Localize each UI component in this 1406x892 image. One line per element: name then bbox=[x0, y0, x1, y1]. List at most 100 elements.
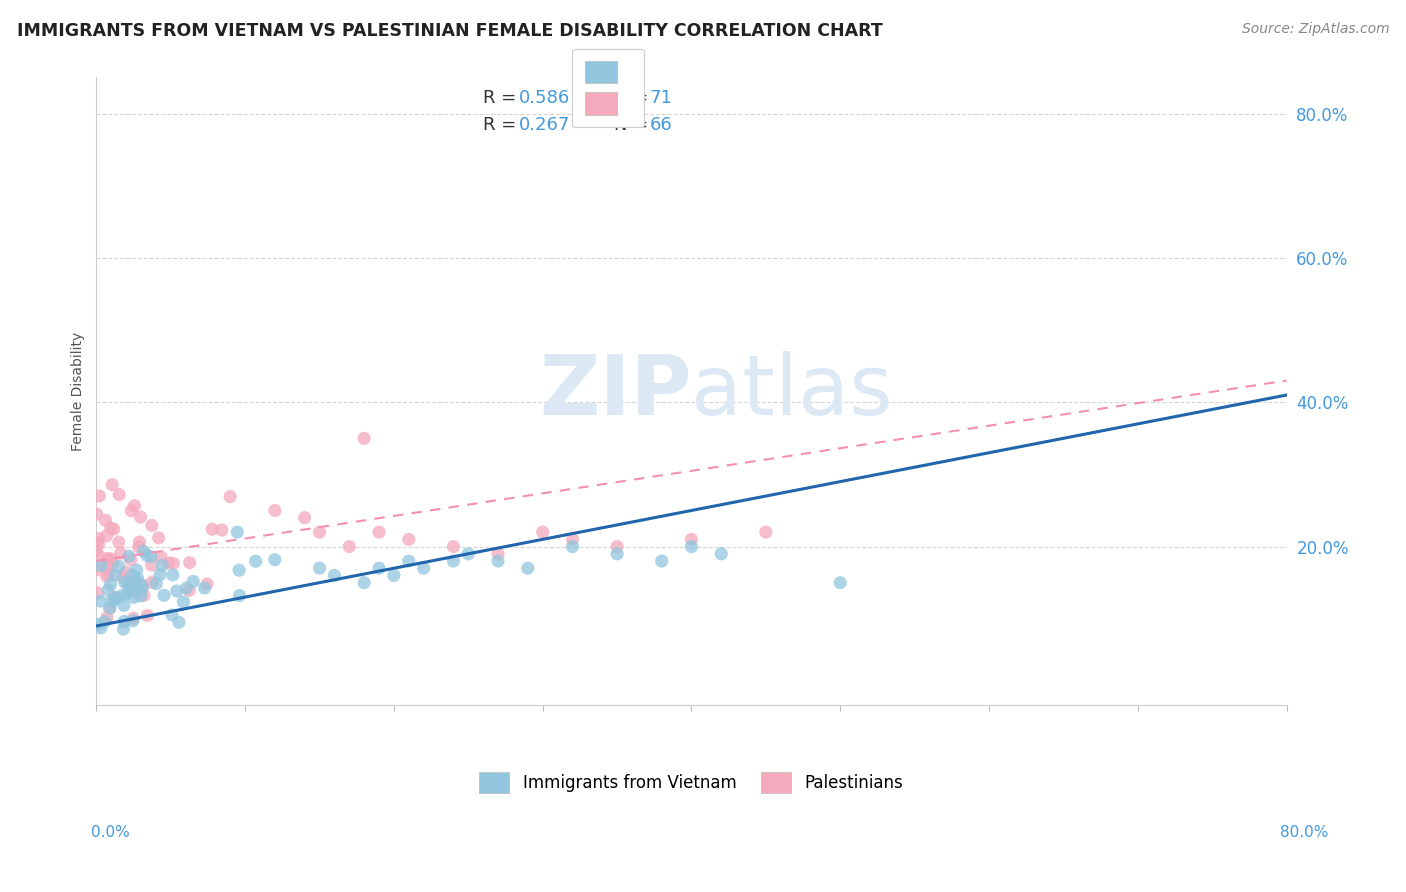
Point bbox=[96, 610, 118, 624]
Point bbox=[368, 561, 391, 575]
Point bbox=[96, 529, 118, 543]
Point bbox=[651, 554, 673, 568]
Point bbox=[128, 540, 150, 554]
Point bbox=[125, 563, 148, 577]
Point bbox=[486, 547, 509, 561]
Point bbox=[103, 522, 125, 536]
Point bbox=[531, 525, 554, 540]
Point bbox=[101, 477, 124, 491]
Text: N =: N = bbox=[614, 116, 654, 134]
Point bbox=[124, 573, 146, 587]
Point bbox=[89, 594, 111, 608]
Point bbox=[122, 591, 145, 605]
Point bbox=[710, 547, 733, 561]
Point bbox=[149, 567, 172, 582]
Point bbox=[94, 615, 117, 629]
Point bbox=[160, 607, 183, 622]
Point bbox=[129, 577, 152, 591]
Point bbox=[323, 568, 346, 582]
Text: R =: R = bbox=[484, 89, 522, 107]
Point bbox=[107, 559, 129, 574]
Point bbox=[120, 504, 142, 518]
Point bbox=[150, 549, 173, 564]
Text: 0.0%: 0.0% bbox=[91, 825, 131, 840]
Point bbox=[132, 589, 155, 603]
Point bbox=[108, 535, 131, 549]
Point bbox=[120, 552, 142, 566]
Point bbox=[112, 615, 135, 629]
Text: N =: N = bbox=[614, 89, 654, 107]
Point bbox=[561, 533, 583, 547]
Point bbox=[114, 575, 136, 590]
Point bbox=[86, 543, 108, 558]
Point bbox=[353, 431, 375, 445]
Point bbox=[148, 531, 170, 545]
Point bbox=[561, 540, 583, 554]
Point bbox=[97, 567, 120, 582]
Point bbox=[141, 558, 163, 572]
Point bbox=[157, 556, 180, 570]
Point bbox=[228, 589, 250, 603]
Point bbox=[136, 608, 159, 623]
Text: 66: 66 bbox=[650, 116, 672, 134]
Point bbox=[162, 568, 184, 582]
Point bbox=[121, 568, 143, 582]
Text: R =: R = bbox=[484, 116, 522, 134]
Point bbox=[181, 574, 204, 589]
Point bbox=[129, 510, 152, 524]
Point bbox=[337, 540, 360, 554]
Point bbox=[127, 571, 149, 585]
Point bbox=[101, 556, 124, 570]
Point bbox=[108, 487, 131, 501]
Point bbox=[90, 558, 112, 573]
Point bbox=[308, 525, 330, 540]
Point bbox=[245, 554, 267, 568]
Point bbox=[755, 525, 778, 540]
Point bbox=[87, 617, 110, 632]
Point bbox=[131, 578, 153, 592]
Point bbox=[606, 540, 628, 554]
Point bbox=[830, 575, 852, 590]
Point bbox=[125, 574, 148, 589]
Point bbox=[179, 583, 201, 598]
Point bbox=[441, 554, 464, 568]
Point bbox=[219, 490, 242, 504]
Point bbox=[226, 525, 249, 540]
Point bbox=[117, 577, 139, 591]
Point bbox=[382, 568, 405, 582]
Point bbox=[129, 589, 152, 603]
Point bbox=[441, 540, 464, 554]
Point bbox=[368, 525, 391, 540]
Point bbox=[294, 510, 316, 524]
Point bbox=[681, 533, 703, 547]
Point bbox=[124, 499, 146, 513]
Point bbox=[195, 577, 218, 591]
Point bbox=[98, 601, 121, 615]
Point bbox=[98, 600, 121, 615]
Text: IMMIGRANTS FROM VIETNAM VS PALESTINIAN FEMALE DISABILITY CORRELATION CHART: IMMIGRANTS FROM VIETNAM VS PALESTINIAN F… bbox=[17, 22, 883, 40]
Point bbox=[145, 576, 167, 591]
Point bbox=[486, 554, 509, 568]
Point bbox=[117, 586, 139, 600]
Point bbox=[681, 540, 703, 554]
Point bbox=[127, 582, 149, 596]
Point bbox=[120, 582, 142, 597]
Point bbox=[457, 547, 479, 561]
Point bbox=[100, 577, 122, 591]
Point bbox=[398, 554, 420, 568]
Point bbox=[194, 581, 217, 595]
Text: ZIP: ZIP bbox=[538, 351, 692, 432]
Point bbox=[398, 533, 420, 547]
Point bbox=[153, 588, 176, 602]
Text: Source: ZipAtlas.com: Source: ZipAtlas.com bbox=[1241, 22, 1389, 37]
Point bbox=[87, 537, 110, 551]
Point bbox=[86, 535, 108, 549]
Point bbox=[105, 591, 128, 605]
Point bbox=[263, 552, 285, 566]
Point bbox=[118, 579, 141, 593]
Point bbox=[162, 557, 184, 571]
Point bbox=[201, 522, 224, 536]
Point bbox=[211, 523, 233, 537]
Point bbox=[94, 513, 117, 527]
Point bbox=[139, 549, 162, 564]
